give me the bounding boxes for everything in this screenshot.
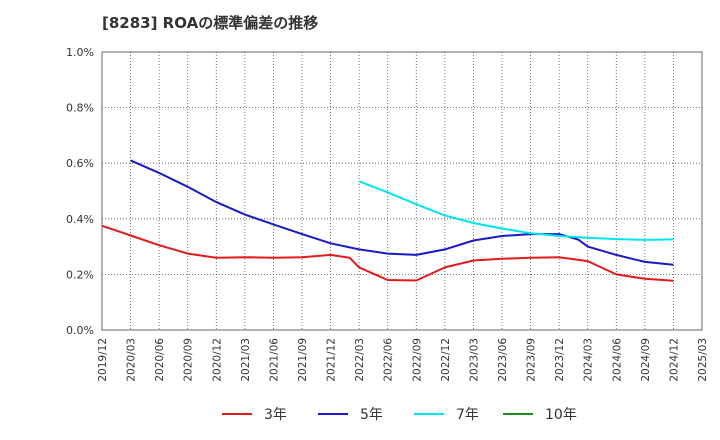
x-tick-label: 2024/06 bbox=[611, 338, 623, 382]
x-tick-label: 2025/03 bbox=[697, 338, 709, 382]
x-tick-label: 2020/03 bbox=[126, 338, 138, 382]
x-tick-label: 2024/03 bbox=[583, 338, 595, 382]
x-tick-label: 2024/12 bbox=[668, 338, 680, 382]
legend-label: 7年 bbox=[456, 407, 479, 423]
x-tick-label: 2023/09 bbox=[526, 338, 538, 382]
series-line bbox=[130, 159, 674, 266]
x-tick-label: 2021/09 bbox=[297, 338, 309, 382]
x-tick-label: 2024/09 bbox=[640, 338, 652, 382]
legend-label: 3年 bbox=[264, 407, 287, 423]
legend-label: 10年 bbox=[545, 407, 577, 423]
y-axis-ticks: 0.0% 0.2% 0.4% 0.6% 0.8% 1.0% bbox=[66, 46, 94, 337]
y-tick-label: 0.4% bbox=[66, 213, 94, 226]
y-tick-label: 1.0% bbox=[66, 46, 94, 59]
x-tick-label: 2021/12 bbox=[326, 338, 338, 382]
plot-frame bbox=[101, 51, 703, 331]
series-line bbox=[358, 180, 674, 241]
x-tick-label: 2023/12 bbox=[554, 338, 566, 382]
x-tick-label: 2020/12 bbox=[211, 338, 223, 382]
y-tick-label: 0.8% bbox=[66, 102, 94, 115]
x-tick-label: 2021/06 bbox=[268, 338, 280, 382]
x-tick-label: 2022/09 bbox=[411, 338, 423, 382]
x-tick-label: 2023/03 bbox=[468, 338, 480, 382]
x-tick-label: 2021/03 bbox=[240, 338, 252, 382]
y-tick-label: 0.6% bbox=[66, 157, 94, 170]
x-tick-label: 2022/06 bbox=[383, 338, 395, 382]
x-tick-label: 2022/12 bbox=[440, 338, 452, 382]
legend: 3年 5年 7年 10年 bbox=[222, 407, 577, 423]
x-axis-ticks: 2019/12 2020/03 2020/06 2020/09 2020/12 2021/… bbox=[97, 338, 709, 382]
x-tick-label: 2022/03 bbox=[354, 338, 366, 382]
legend-label: 5年 bbox=[360, 407, 383, 423]
grid-lines bbox=[101, 51, 703, 331]
series-lines bbox=[101, 159, 674, 282]
x-tick-label: 2023/06 bbox=[497, 338, 509, 382]
x-tick-label: 2020/09 bbox=[183, 338, 195, 382]
y-tick-label: 0.2% bbox=[66, 268, 94, 281]
chart-title: [8283] ROAの標準偏差の推移 bbox=[102, 14, 319, 32]
y-tick-label: 0.0% bbox=[66, 324, 94, 337]
x-tick-label: 2020/06 bbox=[154, 338, 166, 382]
series-line bbox=[101, 224, 674, 282]
x-tick-label: 2019/12 bbox=[97, 338, 109, 382]
